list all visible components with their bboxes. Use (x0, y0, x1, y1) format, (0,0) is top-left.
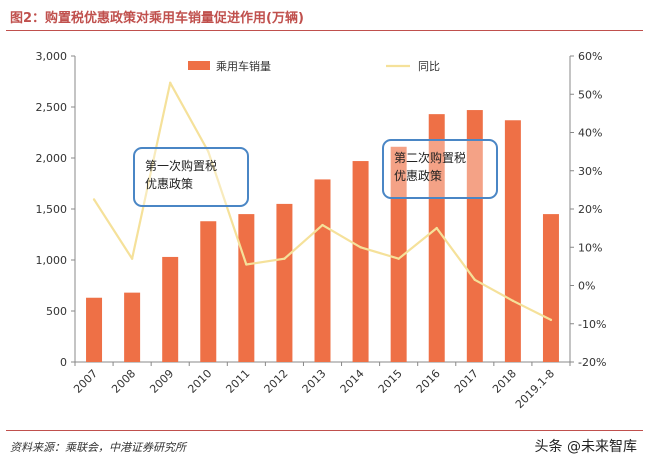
y-left-tick-label: 0 (60, 356, 67, 369)
annotation-second-line1: 第二次购置税 (394, 151, 467, 165)
x-tick-label: 2010 (185, 367, 214, 396)
title-divider (6, 30, 643, 31)
watermark: 头条 @未来智库 (534, 439, 637, 455)
bar-sales (466, 110, 483, 362)
line-yoy-point (283, 257, 286, 260)
source-note: 资料来源：乘联会，中港证券研究所 (10, 441, 186, 454)
y-right-tick-label: 0% (578, 280, 595, 293)
x-tick-label: 2011 (223, 367, 252, 396)
y-right-tick-label: 30% (578, 165, 602, 178)
line-yoy-point (92, 198, 96, 201)
line-yoy-point (130, 257, 134, 260)
annotation-first-line2: 优惠政策 (145, 177, 194, 191)
line-yoy-point (549, 318, 553, 322)
bar-sales (314, 179, 331, 362)
x-tick-label: 2018 (490, 367, 519, 396)
x-tick-label: 2012 (262, 367, 291, 396)
legend-label-sales: 乘用车销量 (216, 59, 271, 73)
x-tick-label: 2015 (376, 367, 405, 396)
y-left-tick-label: 1,000 (36, 254, 68, 267)
y-right-tick-label: 40% (578, 127, 602, 140)
bar-sales (352, 161, 369, 362)
line-yoy-point (511, 299, 515, 302)
line-yoy-point (168, 81, 172, 84)
annotation-first-policy: 第一次购置税 优惠政策 (133, 147, 249, 207)
x-tick-label: 2013 (300, 367, 329, 396)
y-right-tick-label: -10% (578, 318, 606, 331)
annotation-second-policy: 第二次购置税 优惠政策 (382, 139, 498, 199)
bar-sales (124, 292, 141, 362)
x-tick-label: 2007 (71, 367, 100, 396)
y-left-tick-label: 2,000 (36, 152, 68, 165)
y-left-tick-label: 3,000 (36, 50, 68, 63)
line-yoy-point (435, 226, 438, 230)
bar-sales (504, 120, 521, 362)
footer-divider (6, 430, 643, 431)
line-yoy-point (359, 246, 362, 249)
bar-sales (86, 297, 103, 362)
line-yoy-point (397, 257, 400, 260)
y-right-tick-label: 60% (578, 50, 602, 63)
bar-sales (390, 146, 407, 362)
bar-sales (238, 214, 255, 362)
bar-sales (162, 256, 179, 362)
bar-sales (276, 203, 293, 362)
line-yoy-point (321, 223, 324, 227)
y-left-tick-label: 500 (46, 305, 67, 318)
y-right-tick-label: 20% (578, 203, 602, 216)
x-tick-label: 2009 (147, 367, 176, 396)
x-tick-label: 2017 (452, 367, 481, 396)
bar-sales (428, 114, 445, 362)
y-left-tick-label: 2,500 (36, 101, 68, 114)
chart-title: 图2：购置税优惠政策对乘用车销量促进作用(万辆) (10, 11, 304, 26)
legend-label-yoy: 同比 (418, 60, 440, 73)
annotation-second-line2: 优惠政策 (394, 169, 443, 183)
y-left-tick-label: 1,500 (36, 203, 68, 216)
y-right-tick-label: 10% (578, 241, 602, 254)
bar-sales (542, 214, 559, 362)
line-yoy-point (245, 263, 248, 266)
x-tick-label: 2019.1-8 (513, 367, 557, 411)
x-tick-label: 2016 (414, 367, 443, 396)
y-right-tick-label: -20% (578, 356, 606, 369)
line-yoy-point (207, 150, 210, 153)
bar-sales (200, 221, 217, 362)
line-yoy-point (473, 278, 477, 281)
annotation-first-line1: 第一次购置税 (145, 159, 218, 173)
x-tick-label: 2014 (338, 367, 367, 396)
legend-swatch-sales (188, 61, 210, 70)
x-tick-label: 2008 (109, 367, 138, 396)
y-right-tick-label: 50% (578, 88, 602, 101)
